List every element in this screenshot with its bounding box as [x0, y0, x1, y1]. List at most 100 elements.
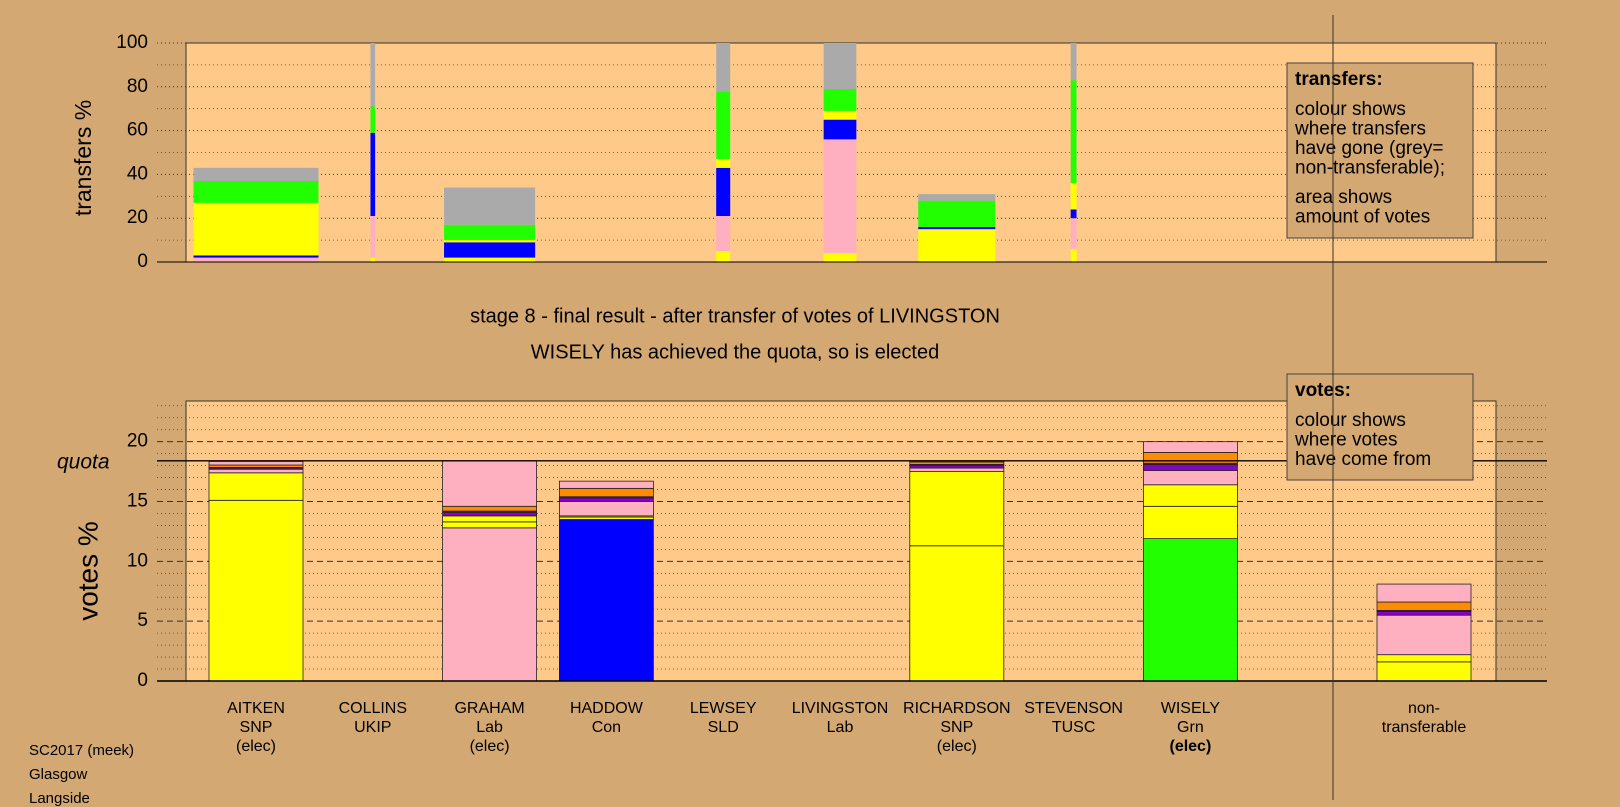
bar-segment: [823, 139, 857, 254]
bar-segment: [559, 497, 654, 502]
footer-text: SC2017 (meek): [29, 742, 135, 759]
x-tick-label: HADDOW Con: [556, 699, 656, 737]
bar-segment: [208, 468, 304, 474]
bar-segment: [1376, 654, 1472, 663]
chart-subtitle: WISELY has achieved the quota, so is ele…: [531, 341, 939, 363]
party-label: TUSC: [1051, 719, 1096, 736]
status-note: (elec): [469, 738, 510, 755]
party-label: UKIP: [354, 719, 392, 736]
status-note: (elec): [235, 738, 276, 755]
bar-segment: [1143, 452, 1238, 464]
legend-text: where votes: [1294, 430, 1397, 451]
y-tick-label: 80: [127, 76, 148, 97]
x-tick-label: non-transferable: [1374, 699, 1474, 737]
x-tick-label: RICHARDSON SNP (elec): [903, 699, 1011, 756]
bar-segment: [1143, 441, 1238, 453]
bar-segment: [918, 226, 996, 230]
x-tick-label: LIVINGSTON Lab: [790, 699, 890, 737]
bar-segment: [442, 515, 538, 523]
party-label: Lab: [476, 719, 503, 736]
bar-segment: [716, 167, 731, 217]
bar-segment: [442, 511, 538, 517]
y-tick-label: 5: [137, 610, 148, 631]
bar-segment: [208, 461, 304, 466]
legend-text: where transfers: [1294, 119, 1426, 140]
bar-segment: [370, 106, 376, 133]
y-tick-label: 40: [127, 163, 148, 184]
category-name: WISELY: [1160, 700, 1221, 717]
bar-segment: [444, 240, 536, 243]
bar-segment: [444, 242, 536, 258]
bar-segment: [716, 43, 731, 92]
status-note: (elec): [1169, 738, 1212, 755]
quota-label: quota: [57, 450, 110, 473]
x-tick-label: AITKEN SNP (elec): [206, 699, 306, 756]
y-tick-label: 20: [127, 431, 148, 452]
party-label: Con: [591, 719, 622, 736]
bar-segment: [918, 200, 996, 227]
category-name: HADDOW: [569, 700, 643, 717]
bar-segment: [1376, 614, 1472, 656]
party-label: Grn: [1177, 719, 1204, 736]
bar-segment: [1143, 538, 1238, 682]
bar-segment: [370, 132, 376, 217]
bar-segment: [1376, 583, 1472, 603]
bar-segment: [1070, 43, 1077, 81]
bar-segment: [716, 159, 731, 168]
x-tick-label: LEWSEY SLD: [673, 699, 773, 737]
bar-segment: [716, 216, 731, 252]
bar-segment: [370, 43, 376, 107]
category-name: COLLINS: [338, 700, 408, 717]
bar-segment: [1070, 248, 1077, 262]
legend-box: [1286, 62, 1474, 239]
bar-segment: [909, 545, 1005, 682]
bar-segment: [208, 499, 304, 682]
bar-segment: [193, 255, 319, 258]
bar-segment: [823, 119, 857, 140]
y-tick-label: 15: [127, 491, 148, 512]
bar-segment: [909, 467, 1005, 472]
footer-text: Langside: [29, 790, 90, 807]
bar-segment: [444, 224, 536, 241]
bar-segment: [193, 180, 319, 203]
x-tick-label: GRAHAM Lab (elec): [440, 699, 540, 756]
category-name: LEWSEY: [689, 700, 757, 717]
bar-segment: [1143, 470, 1238, 486]
legend-text: area shows: [1295, 187, 1392, 208]
bar-segment: [1143, 464, 1238, 471]
bar-segment: [823, 253, 857, 262]
plot-area: [185, 400, 1497, 682]
y-tick-label: 60: [127, 120, 148, 141]
bar-segment: [370, 257, 376, 262]
legend-title: votes:: [1295, 380, 1351, 401]
bar-segment: [1143, 484, 1238, 507]
bar-segment: [823, 43, 857, 89]
legend-text: colour shows: [1295, 99, 1406, 120]
x-tick-label: COLLINS UKIP: [323, 699, 423, 737]
y-tick-label: 20: [127, 207, 148, 228]
bar-segment: [193, 202, 319, 256]
bar-segment: [1070, 80, 1077, 184]
y-tick-label: 0: [137, 670, 148, 691]
legend-text: have come from: [1295, 449, 1431, 470]
bar-segment: [442, 521, 538, 529]
legend-title: transfers:: [1295, 69, 1383, 90]
category-name: LIVINGSTON: [791, 700, 889, 717]
y-tick-label: 100: [116, 32, 148, 53]
x-tick-label: WISELY Grn (elec): [1140, 699, 1240, 756]
bar-segment: [442, 527, 538, 682]
bar-segment: [918, 194, 996, 201]
status-note: (elec): [936, 738, 977, 755]
chart-title: stage 8 - final result - after transfer …: [470, 305, 1000, 327]
bar-segment: [716, 251, 731, 262]
category-name: STEVENSON: [1024, 700, 1123, 717]
bar-segment: [444, 257, 536, 262]
category-name: RICHARDSON: [903, 700, 1011, 717]
bar-segment: [716, 91, 731, 160]
party-label: SNP: [940, 719, 974, 736]
category-name: AITKEN: [227, 700, 285, 717]
category-name: non-transferable: [1381, 700, 1467, 736]
